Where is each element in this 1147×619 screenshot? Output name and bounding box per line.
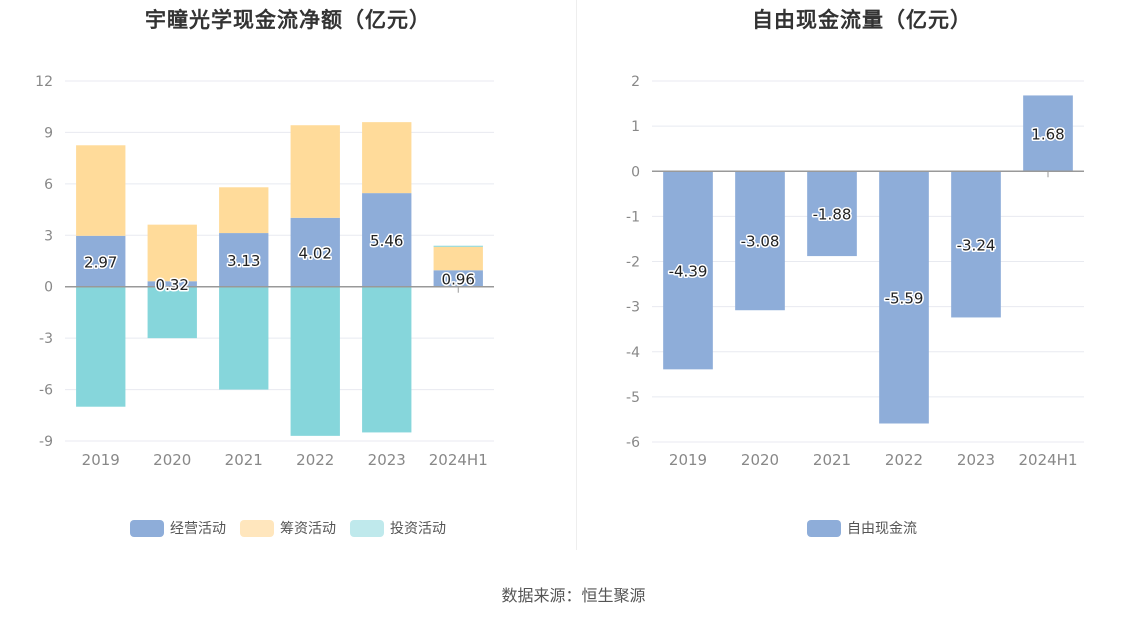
legend-swatch [807, 519, 841, 537]
legend-label: 经营活动 [170, 521, 226, 537]
y-tick-label: -9 [39, 434, 53, 450]
bar-投资活动-2019 [76, 286, 126, 407]
data-label: 4.02 [299, 244, 332, 262]
bar-经营活动-2023 [362, 193, 412, 287]
bar-投资活动-2021 [219, 286, 269, 390]
legend-item[interactable]: 自由现金流 [807, 518, 917, 538]
y-tick-label: 3 [44, 228, 53, 244]
data-label: 1.68 [1031, 125, 1064, 143]
free-cash-flow-chart-panel: 自由现金流量（亿元） 2 1 0 -1 -2 -3 -4 -5 -6 -4.39 -3.08 -1.8… [577, 0, 1147, 560]
data-label: 5.46 [370, 232, 403, 250]
x-tick-label: 2020 [153, 451, 191, 469]
bar-自由现金流-2019 [663, 171, 713, 370]
bar-筹资活动-2023 [362, 122, 412, 194]
bar-经营活动-2022 [290, 217, 340, 287]
y-tick-label: -3 [626, 300, 640, 316]
bar-自由现金流-2021 [807, 171, 857, 257]
bar-筹资活动-2019 [76, 145, 126, 236]
y-tick-label: 2 [631, 74, 640, 90]
bar-筹资活动-2024H1 [433, 246, 483, 271]
x-tick-label: 2024H1 [1019, 451, 1078, 469]
chart-legend: 自由现金流 [577, 518, 1147, 538]
bar-自由现金流-2020 [735, 171, 785, 311]
x-tick-label: 2019 [82, 451, 120, 469]
y-tick-label: 6 [44, 177, 53, 193]
legend-label: 自由现金流 [847, 521, 917, 537]
bar-投资活动-2023 [362, 286, 412, 433]
y-tick-label: -6 [626, 435, 640, 451]
bar-自由现金流-2023 [951, 171, 1001, 318]
bar-投资活动-2022 [290, 286, 340, 436]
y-tick-label: 0 [631, 164, 640, 180]
panel-divider [576, 0, 577, 550]
chart-legend: 经营活动 筹资活动 投资活动 [0, 518, 576, 538]
y-tick-label: -4 [626, 345, 640, 361]
data-label: -4.39 [669, 262, 708, 280]
bar-投资活动-2020 [147, 286, 197, 339]
y-tick-label: 1 [631, 119, 640, 135]
data-label: 2.97 [84, 253, 117, 271]
x-tick-label: 2023 [368, 451, 406, 469]
data-label: 3.13 [227, 252, 260, 270]
legend-item[interactable]: 筹资活动 [240, 518, 336, 538]
data-label: -3.08 [741, 233, 780, 251]
cash-flow-net-chart-panel: 宇瞳光学现金流净额（亿元） 12 9 6 3 0 -3 -6 -9 2.97 0.32 3.13 4.… [0, 0, 576, 560]
x-tick-label: 2020 [741, 451, 779, 469]
data-label: -3.24 [957, 236, 996, 254]
bar-筹资活动-2022 [290, 125, 340, 218]
x-tick-label: 2024H1 [429, 451, 488, 469]
bar-经营活动-2024H1 [433, 270, 483, 287]
y-tick-label: -5 [626, 390, 640, 406]
legend-item[interactable]: 经营活动 [130, 518, 226, 538]
bar-经营活动-2021 [219, 233, 269, 287]
y-tick-label: -3 [39, 331, 53, 347]
legend-label: 投资活动 [390, 521, 446, 537]
x-tick-label: 2023 [957, 451, 995, 469]
bar-自由现金流-2024H1 [1023, 95, 1073, 172]
legend-swatch [350, 519, 384, 537]
legend-item[interactable]: 投资活动 [350, 518, 446, 538]
bar-筹资活动-2020 [147, 224, 197, 282]
y-tick-label: -1 [626, 209, 640, 225]
chart-title: 自由现金流量（亿元） [752, 8, 972, 32]
chart-title: 宇瞳光学现金流净额（亿元） [145, 8, 431, 32]
bar-投资活动-2024H1 [433, 245, 483, 247]
y-tick-label: 9 [44, 125, 53, 141]
bar-经营活动-2020 [147, 281, 197, 287]
free-cash-flow-chart: 2 1 0 -1 -2 -3 -4 -5 -6 -4.39 -3.08 -1.88 -5.59 -3.24… [626, 74, 1084, 469]
y-tick-label: 0 [44, 280, 53, 296]
data-label: 0.32 [156, 276, 189, 294]
y-tick-label: -2 [626, 255, 640, 271]
bar-自由现金流-2022 [879, 171, 929, 424]
x-tick-label: 2021 [225, 451, 263, 469]
x-tick-label: 2021 [813, 451, 851, 469]
y-tick-label: 12 [35, 74, 53, 90]
legend-swatch [240, 519, 274, 537]
cash-flow-net-chart: 12 9 6 3 0 -3 -6 -9 2.97 0.32 3.13 4.02 5.46 0.96 2019… [35, 74, 494, 469]
y-tick-label: -6 [39, 383, 53, 399]
legend-label: 筹资活动 [280, 521, 336, 537]
data-label: -1.88 [813, 206, 852, 224]
x-tick-label: 2022 [296, 451, 334, 469]
data-source-caption: 数据来源：恒生聚源 [501, 586, 646, 605]
legend-swatch [130, 519, 164, 537]
bar-筹资活动-2021 [219, 187, 269, 234]
x-tick-label: 2022 [885, 451, 923, 469]
data-label: 0.96 [442, 270, 475, 288]
x-tick-label: 2019 [669, 451, 707, 469]
data-label: -5.59 [885, 289, 924, 307]
bar-经营活动-2019 [76, 235, 126, 287]
